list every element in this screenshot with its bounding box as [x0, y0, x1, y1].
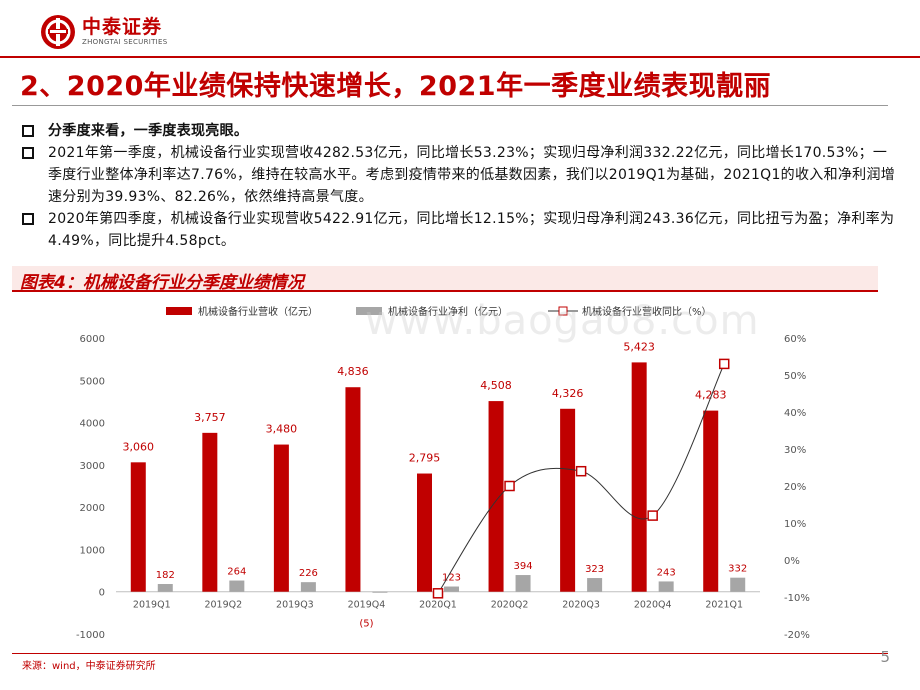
bullet-text: 分季度来看，一季度表现亮眼。 — [48, 123, 249, 139]
right-axis-tick-label: 20% — [784, 482, 806, 493]
netprofit-bar-label: 323 — [585, 564, 604, 575]
x-axis-tick-label: 2020Q3 — [562, 600, 600, 611]
bullet-item: 2021年第一季度，机械设备行业实现营收4282.53亿元，同比增长53.23%… — [20, 142, 900, 208]
legend-label-yoy: 机械设备行业营收同比（%） — [582, 305, 712, 318]
yoy-point — [647, 510, 658, 521]
revenue-bar — [202, 432, 218, 592]
revenue-bar-label: 3,757 — [194, 411, 226, 424]
legend-marker-yoy — [558, 306, 568, 316]
revenue-bar — [703, 410, 719, 592]
left-axis-tick-label: 5000 — [80, 376, 105, 387]
logo-name-cn: 中泰证券 — [82, 16, 163, 38]
right-axis-tick-label: 30% — [784, 445, 806, 456]
bullet-square-icon — [22, 147, 34, 159]
bullet-text: 2020年第四季度，机械设备行业实现营收5422.91亿元，同比增长12.15%… — [48, 211, 895, 249]
x-axis-tick-label: 2020Q4 — [634, 600, 672, 611]
netprofit-bar — [658, 581, 674, 592]
revenue-bar-label: 4,836 — [337, 365, 369, 378]
footer-divider — [12, 653, 888, 654]
left-axis-tick-label: 1000 — [80, 545, 105, 556]
right-axis-tick-label: 0% — [784, 556, 800, 567]
zhongtai-logo-icon — [41, 15, 75, 49]
left-axis-tick-label: 4000 — [80, 419, 105, 430]
right-axis-tick-label: 40% — [784, 408, 806, 419]
right-axis-tick-label: -10% — [784, 593, 810, 604]
header-divider — [0, 56, 920, 58]
slide-title: 2、2020年业绩保持快速增长，2021年一季度业绩表现靓丽 — [20, 71, 772, 102]
netprofit-bar-label: 264 — [227, 567, 246, 578]
yoy-point — [504, 480, 515, 492]
revenue-bar — [130, 462, 146, 592]
revenue-bar-label: 3,480 — [266, 423, 298, 436]
left-axis-tick-label: 6000 — [80, 334, 105, 345]
legend-swatch-netprofit — [356, 307, 382, 315]
source-note: 来源：wind，中泰证券研究所 — [22, 661, 156, 672]
title-divider — [12, 105, 888, 106]
netprofit-bar — [300, 582, 316, 592]
bullet-list: 分季度来看，一季度表现亮眼。 2021年第一季度，机械设备行业实现营收4282.… — [20, 120, 900, 252]
x-axis-tick-label: 2019Q2 — [204, 600, 242, 611]
x-axis-tick-label: 2019Q4 — [348, 600, 386, 611]
legend-label-netprofit: 机械设备行业净利（亿元） — [388, 305, 508, 318]
bullet-text: 2021年第一季度，机械设备行业实现营收4282.53亿元，同比增长53.23%… — [48, 145, 896, 205]
bullet-item: 分季度来看，一季度表现亮眼。 — [20, 120, 900, 142]
netprofit-bar-label: 243 — [657, 567, 676, 578]
netprofit-bar — [444, 586, 459, 592]
yoy-point — [575, 465, 587, 477]
watermark: www.baogao8.com — [365, 298, 760, 344]
revenue-bar — [417, 473, 432, 592]
netprofit-bar-label: 332 — [728, 564, 747, 575]
revenue-bar-label: 3,060 — [123, 440, 155, 453]
logo-name-en: ZHONGTAI SECURITIES — [82, 38, 168, 46]
right-axis-tick-label: -20% — [784, 630, 810, 641]
revenue-bar — [631, 362, 647, 592]
page-number: 5 — [880, 648, 890, 666]
netprofit-bar — [157, 584, 173, 592]
left-axis-tick-label: 0 — [99, 588, 105, 599]
bullet-item: 2020年第四季度，机械设备行业实现营收5422.91亿元，同比增长12.15%… — [20, 208, 900, 252]
netprofit-bar — [229, 580, 245, 592]
x-axis-tick-label: 2020Q1 — [419, 600, 457, 611]
legend-swatch-revenue — [166, 307, 192, 315]
netprofit-bar — [730, 577, 746, 592]
bullet-square-icon — [22, 213, 34, 225]
revenue-bar — [273, 444, 289, 592]
yoy-point — [432, 588, 444, 599]
x-axis-tick-label: 2021Q1 — [705, 600, 743, 611]
revenue-bar — [488, 401, 504, 592]
netprofit-bar-label: 182 — [156, 570, 175, 581]
netprofit-bar — [515, 575, 531, 592]
legend-label-revenue: 机械设备行业营收（亿元） — [198, 305, 318, 318]
revenue-bar-label: 4,283 — [695, 389, 727, 402]
yoy-line — [437, 363, 725, 594]
revenue-bar-label: 5,423 — [623, 340, 655, 353]
netprofit-bar-label: (5) — [359, 619, 373, 630]
x-axis-tick-label: 2020Q2 — [491, 600, 529, 611]
right-axis-tick-label: 10% — [784, 519, 806, 530]
left-axis-tick-label: 3000 — [80, 461, 105, 472]
yoy-point — [718, 358, 730, 370]
left-axis-tick-label: -1000 — [76, 630, 105, 641]
revenue-bar-label: 4,326 — [552, 387, 584, 400]
x-axis-tick-label: 2019Q1 — [133, 600, 171, 611]
right-axis-tick-label: 60% — [784, 334, 806, 345]
figure-title-bar: 图表4：机械设备行业分季度业绩情况 — [12, 266, 878, 293]
revenue-bar — [345, 387, 361, 592]
netprofit-bar-label: 226 — [299, 568, 318, 579]
netprofit-bar — [372, 591, 388, 593]
netprofit-bar-label: 394 — [514, 561, 533, 572]
netprofit-bar-label: 123 — [442, 573, 461, 584]
left-axis-tick-label: 2000 — [80, 503, 105, 514]
revenue-bar — [560, 408, 576, 592]
quarterly-performance-chart: 机械设备行业营收（亿元） 机械设备行业净利（亿元） 机械设备行业营收同比（%） 600… — [76, 305, 810, 641]
netprofit-bar — [587, 578, 603, 592]
revenue-bar-label: 2,795 — [409, 452, 441, 465]
right-axis-tick-label: 50% — [784, 371, 806, 382]
figure-title: 图表4：机械设备行业分季度业绩情况 — [20, 273, 304, 293]
revenue-bar-label: 4,508 — [480, 379, 512, 392]
x-axis-tick-label: 2019Q3 — [276, 600, 314, 611]
bullet-square-icon — [22, 125, 34, 137]
company-logo: 中泰证券 ZHONGTAI SECURITIES — [40, 14, 168, 50]
